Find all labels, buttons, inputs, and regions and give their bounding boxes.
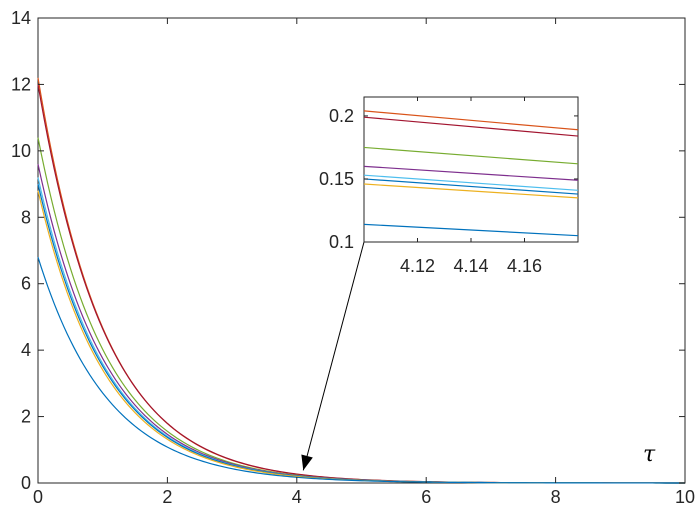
inset-series-line-5 <box>363 174 579 191</box>
inset-series-line-6 <box>363 178 579 195</box>
inset-ticks-group: 4.12 4.14 4.16 0.1 0.15 0.2 <box>319 97 578 276</box>
inset-series-line-1 <box>363 110 579 131</box>
x-tick-label: 6 <box>421 487 431 507</box>
main-series-group <box>37 77 686 484</box>
inset-series-line-3 <box>363 146 579 165</box>
zoom-arrow-head <box>301 454 313 471</box>
x-tick-label: 8 <box>551 487 561 507</box>
inset-series-line-7 <box>363 183 579 199</box>
y-tick-label: 8 <box>21 207 31 227</box>
y-tick-label: 0 <box>21 473 31 493</box>
inset-y-tick-label: 0.1 <box>329 232 354 252</box>
y-tick-label: 6 <box>21 274 31 294</box>
x-tick-label: 4 <box>292 487 302 507</box>
y-tick-label: 14 <box>11 8 31 28</box>
inset-series-line-4 <box>363 165 579 181</box>
inset-plot-box <box>363 96 579 243</box>
x-axis-label: τ <box>643 442 656 467</box>
x-tick-label: 10 <box>675 487 695 507</box>
y-tick-label: 2 <box>21 407 31 427</box>
main-ticks-group: 0 2 4 6 8 10 0 2 4 6 8 10 12 14 <box>11 8 695 507</box>
inset-series-line-2 <box>363 116 579 137</box>
main-series-line-8 <box>37 256 685 484</box>
y-tick-label: 12 <box>11 74 31 94</box>
zoom-arrow <box>301 241 365 471</box>
zoom-arrow-shaft <box>302 241 365 471</box>
inset-x-tick-label: 4.12 <box>400 256 435 276</box>
inset-x-tick-label: 4.14 <box>453 256 488 276</box>
inset-y-tick-label: 0.2 <box>329 106 354 126</box>
main-axes: 0 2 4 6 8 10 0 2 4 6 8 10 12 14 τ <box>11 8 695 507</box>
y-tick-label: 4 <box>21 340 31 360</box>
inset-series-group <box>363 110 579 237</box>
x-tick-label: 2 <box>162 487 172 507</box>
inset-x-tick-label: 4.16 <box>507 256 542 276</box>
y-tick-label: 10 <box>11 141 31 161</box>
inset-series-line-8 <box>363 223 579 237</box>
inset-axes: 4.12 4.14 4.16 0.1 0.15 0.2 <box>319 96 579 276</box>
x-tick-label: 0 <box>33 487 43 507</box>
inset-y-tick-label: 0.15 <box>319 169 354 189</box>
